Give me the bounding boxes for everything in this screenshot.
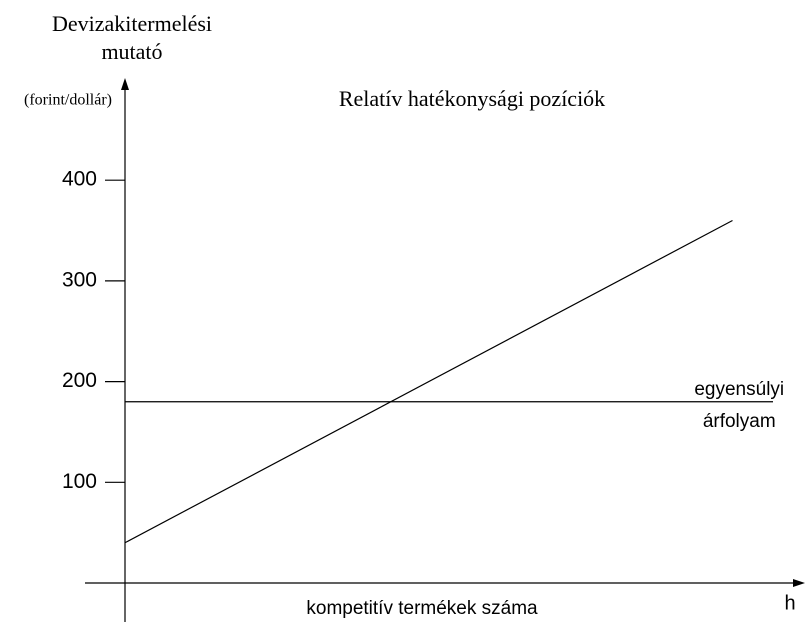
y-axis-label: mutató: [101, 39, 162, 64]
y-tick-label: 300: [62, 268, 97, 291]
y-tick-label: 400: [62, 168, 97, 191]
y-tick-label: 200: [62, 369, 97, 392]
chart-title: Relatív hatékonysági pozíciók: [339, 86, 605, 111]
x-axis-end-label: h: [784, 592, 795, 614]
y-tick-label: 100: [62, 470, 97, 493]
y-axis-unit: (forint/dollár): [24, 92, 112, 109]
annotation: árfolyam: [703, 411, 776, 432]
y-axis-label: Devizakitermelési: [52, 11, 212, 36]
annotation: egyensúlyi: [694, 379, 784, 400]
line: [124, 219, 733, 544]
x-axis-arrow: [793, 579, 805, 587]
y-axis-arrow: [121, 78, 129, 90]
x-axis-label: kompetitív termékek száma: [306, 598, 538, 619]
